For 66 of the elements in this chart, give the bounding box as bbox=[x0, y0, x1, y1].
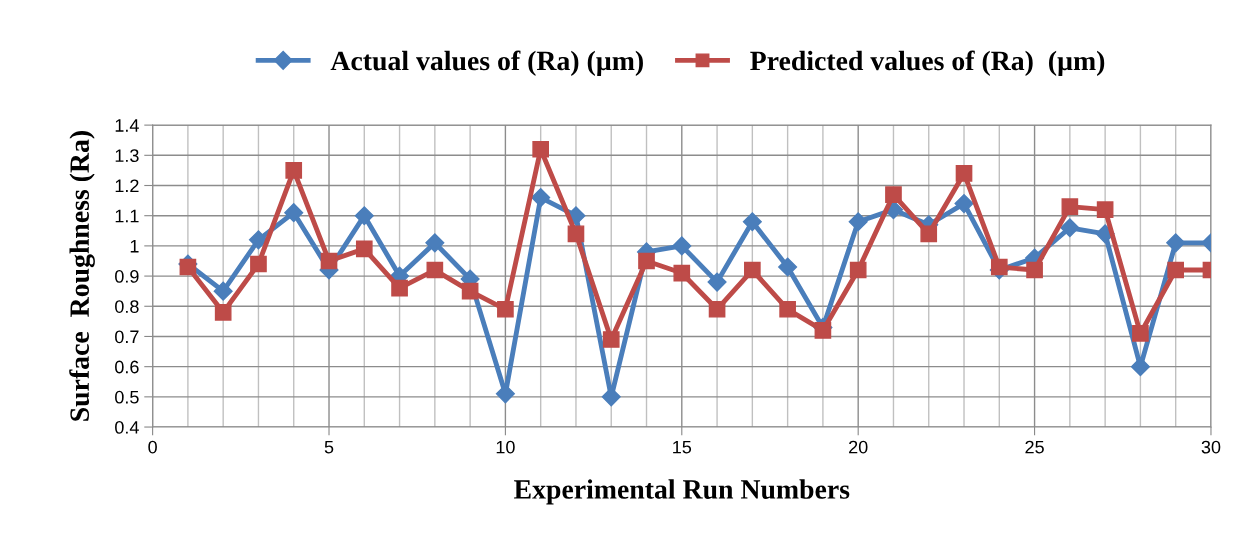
x-tick-label: 10 bbox=[496, 440, 515, 454]
x-axis-title: Experimental Run Numbers bbox=[514, 479, 850, 505]
point bbox=[744, 261, 761, 279]
point bbox=[1026, 261, 1043, 279]
point bbox=[920, 225, 938, 243]
point bbox=[601, 387, 621, 407]
legend-label: Predicted values of (Ra) (µm) bbox=[750, 50, 1105, 76]
y-tick-label: 1.2 bbox=[115, 179, 139, 193]
x-tick-label: 5 bbox=[324, 440, 334, 454]
point bbox=[425, 233, 445, 253]
point bbox=[248, 230, 268, 250]
point bbox=[849, 261, 867, 279]
point bbox=[814, 322, 832, 339]
y-tick-label: 0.7 bbox=[115, 330, 139, 344]
legend-label: Actual values of (Ra) (µm) bbox=[330, 50, 643, 76]
y-tick-label: 0.5 bbox=[115, 390, 139, 404]
y-tick-label: 1 bbox=[130, 240, 139, 253]
point bbox=[707, 272, 727, 292]
point bbox=[497, 300, 514, 318]
y-tick-label: 0.6 bbox=[115, 360, 139, 374]
y-tick-label: 1.3 bbox=[115, 149, 139, 163]
point bbox=[742, 212, 762, 232]
y-axis-title: Surface Roughness (Ra) bbox=[69, 131, 95, 421]
point bbox=[284, 203, 304, 223]
point bbox=[1060, 218, 1080, 238]
point bbox=[954, 194, 974, 214]
point bbox=[955, 165, 973, 182]
point bbox=[1132, 325, 1149, 342]
point bbox=[426, 261, 444, 279]
point bbox=[567, 225, 585, 243]
point bbox=[354, 206, 374, 226]
point bbox=[673, 264, 691, 282]
point bbox=[495, 384, 515, 404]
point bbox=[285, 162, 303, 179]
y-tick-label: 1.1 bbox=[115, 209, 139, 223]
point bbox=[213, 281, 233, 301]
point bbox=[848, 212, 868, 232]
point bbox=[1130, 357, 1150, 377]
point bbox=[638, 252, 655, 270]
point bbox=[779, 300, 796, 318]
x-tick-label: 25 bbox=[1025, 440, 1044, 454]
x-tick-label: 30 bbox=[1201, 440, 1221, 454]
point bbox=[1096, 201, 1114, 218]
point bbox=[532, 140, 550, 158]
point bbox=[461, 282, 479, 300]
point bbox=[1061, 198, 1079, 215]
x-tick-label: 20 bbox=[849, 440, 868, 454]
y-tick-label: 0.9 bbox=[115, 270, 139, 283]
y-tick-label: 0.8 bbox=[115, 300, 139, 313]
point bbox=[672, 236, 692, 256]
point bbox=[320, 252, 338, 270]
point bbox=[531, 188, 551, 208]
x-tick-label: 15 bbox=[673, 440, 692, 454]
x-tick-label: 0 bbox=[148, 440, 157, 454]
point bbox=[391, 279, 408, 297]
point bbox=[355, 240, 373, 258]
point bbox=[778, 257, 798, 277]
point bbox=[1167, 261, 1185, 279]
point bbox=[250, 255, 267, 273]
point bbox=[214, 303, 232, 321]
point bbox=[885, 186, 902, 203]
point bbox=[602, 331, 620, 348]
point bbox=[708, 300, 726, 318]
point bbox=[1166, 233, 1186, 253]
y-tick-label: 0.4 bbox=[115, 420, 139, 434]
y-tick-label: 1.4 bbox=[115, 119, 139, 132]
